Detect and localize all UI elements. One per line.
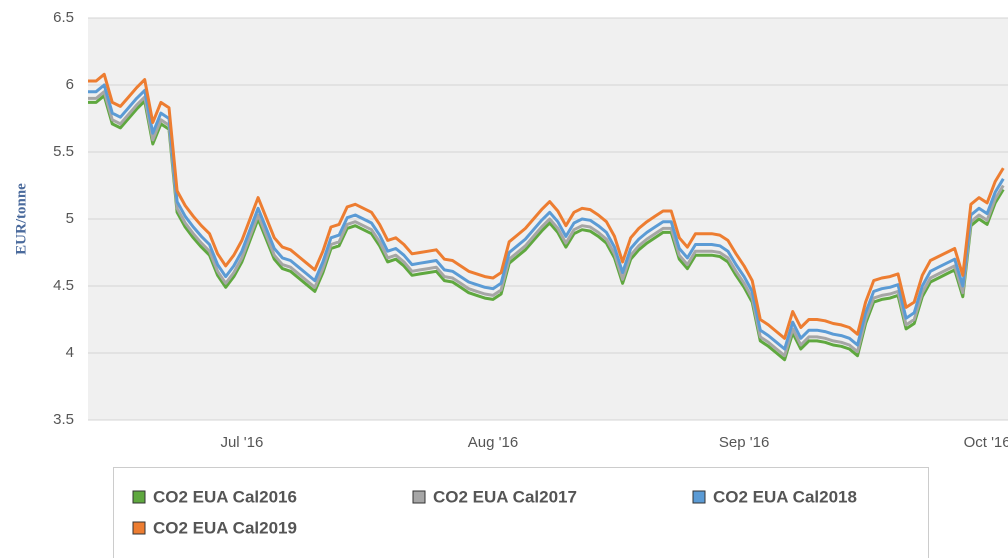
legend-swatch xyxy=(412,490,426,504)
y-tick-label: 6 xyxy=(66,76,74,93)
y-tick-label: 6.5 xyxy=(53,9,74,26)
series-line xyxy=(88,72,1005,340)
legend-box xyxy=(113,467,929,558)
legend-label: CO2 EUA Cal2017 xyxy=(433,487,577,506)
y-axis-title: EUR/tonne xyxy=(13,183,29,255)
legend-label: CO2 EUA Cal2018 xyxy=(713,487,857,506)
y-tick-label: 4 xyxy=(66,344,74,361)
x-tick-label: Oct '16 xyxy=(964,434,1008,451)
series-line xyxy=(88,90,1005,358)
legend-swatch xyxy=(132,521,146,535)
y-tick-label: 3.5 xyxy=(53,411,74,428)
x-tick-label: Aug '16 xyxy=(468,434,518,451)
legend-label: CO2 EUA Cal2016 xyxy=(153,487,297,506)
series-line xyxy=(88,83,1005,351)
y-tick-label: 4.5 xyxy=(53,277,74,294)
legend-swatch xyxy=(692,490,706,504)
x-tick-label: Sep '16 xyxy=(719,434,769,451)
x-tick-label: Jul '16 xyxy=(220,434,263,451)
legend-label: CO2 EUA Cal2019 xyxy=(153,518,297,537)
y-tick-label: 5 xyxy=(66,210,74,227)
legend-swatch xyxy=(132,490,146,504)
series-line xyxy=(88,94,1005,362)
y-tick-label: 5.5 xyxy=(53,143,74,160)
